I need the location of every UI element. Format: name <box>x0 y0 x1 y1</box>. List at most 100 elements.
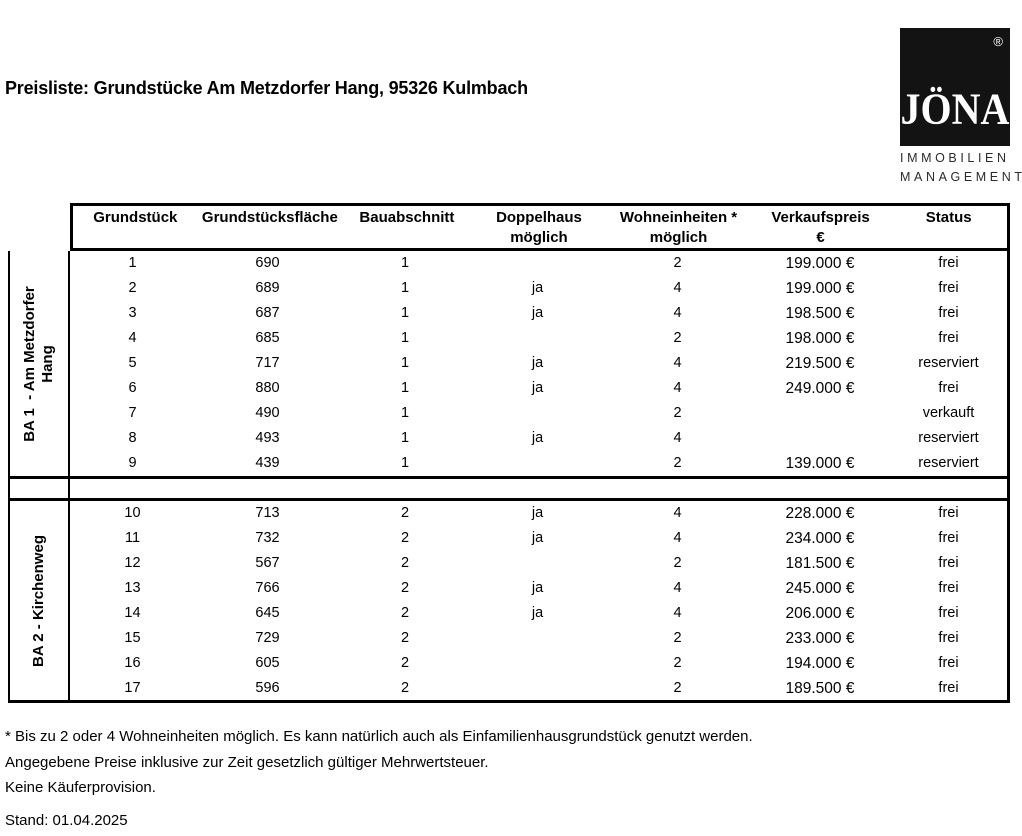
table-row: 11 732 2 ja 4 234.000 € frei <box>70 526 1007 551</box>
table-cell: 14 <box>124 605 141 621</box>
table-cell: 249.000 € <box>785 380 855 397</box>
table-cell: 1 <box>400 430 410 446</box>
table-cell: 4 <box>673 530 682 546</box>
table-row: 15 729 2 2 233.000 € frei <box>70 626 1007 651</box>
table-cell: 181.500 € <box>785 555 855 572</box>
table-cell: 2 <box>400 605 410 621</box>
table-cell: frei <box>938 305 959 321</box>
table-row: 5 717 1 ja 4 219.500 € reserviert <box>70 351 1007 376</box>
table-cell: 245.000 € <box>785 580 855 597</box>
table-cell: frei <box>938 255 959 271</box>
table-cell: 1 <box>400 305 410 321</box>
table-cell: 2 <box>673 405 682 421</box>
table-cell: 1 <box>400 380 410 396</box>
table-cell: frei <box>938 555 959 571</box>
table-cell: 1 <box>400 455 410 471</box>
table-cell: 198.000 € <box>785 330 855 347</box>
table-cell: 2 <box>400 555 410 571</box>
section-rows-ba2: 10 713 2 ja 4 228.000 € frei 11 732 2 ja 4 234.000 €… <box>70 501 1010 700</box>
table-cell: 2 <box>673 555 682 571</box>
table-cell: 439 <box>255 455 280 471</box>
table-cell: ja <box>531 505 544 521</box>
table-row: 17 596 2 2 189.500 € frei <box>70 676 1007 701</box>
footnote-line: Angegebene Preise inklusive zur Zeit ges… <box>5 753 489 771</box>
table-cell: reserviert <box>918 430 979 446</box>
table-cell: 729 <box>255 630 280 646</box>
table-cell: 6 <box>128 380 137 396</box>
column-header: Doppelhaus möglich <box>496 209 582 246</box>
section-separator <box>8 479 1010 501</box>
table-section-ba1: BA 1 - Am Metzdorfer Hang 1 690 1 2 199.000 … <box>8 251 1010 479</box>
section-label-cell-ba1: BA 1 - Am Metzdorfer Hang <box>8 251 70 476</box>
table-cell: 2 <box>673 255 682 271</box>
table-cell: 139.000 € <box>785 455 855 472</box>
table-cell: 8 <box>128 430 137 446</box>
table-cell: 493 <box>255 430 280 446</box>
footnote-line: * Bis zu 2 oder 4 Wohneinheiten möglich.… <box>5 728 753 745</box>
table-cell: reserviert <box>918 355 979 371</box>
table-cell: frei <box>938 655 959 671</box>
table-cell: 7 <box>128 405 137 421</box>
table-row: 4 685 1 2 198.000 € frei <box>70 326 1007 351</box>
table-cell: 198.500 € <box>785 305 855 322</box>
table-cell: 1 <box>400 405 410 421</box>
table-row: 12 567 2 2 181.500 € frei <box>70 551 1007 576</box>
table-cell: 4 <box>673 305 682 321</box>
footnote-line: Keine Käuferprovision. <box>5 779 156 796</box>
table-cell: 16 <box>124 655 141 671</box>
logo-box: ® JÖNA <box>900 28 1010 146</box>
section-rows-ba1: 1 690 1 2 199.000 € frei 2 689 1 ja 4 199.000 € frei… <box>70 251 1010 476</box>
table-row: 14 645 2 ja 4 206.000 € frei <box>70 601 1007 626</box>
section-label-ba1: BA 1 - Am Metzdorfer Hang <box>21 281 56 442</box>
table-row: 10 713 2 ja 4 228.000 € frei <box>70 501 1007 526</box>
table-cell: frei <box>938 580 959 596</box>
table-cell: 194.000 € <box>785 655 855 672</box>
table-cell: 206.000 € <box>785 605 855 622</box>
table-cell: 9 <box>128 455 137 471</box>
table-section-ba2: BA 2 - Kirchenweg 10 713 2 ja 4 228.000 € frei… <box>8 501 1010 703</box>
logo-subtitle-line2: MANAGEMENT <box>900 170 1022 184</box>
table-cell: 5 <box>128 355 137 371</box>
separator-body-cell <box>70 479 1010 498</box>
table-row: 16 605 2 2 194.000 € frei <box>70 651 1007 676</box>
table-row: 6 880 1 ja 4 249.000 € frei <box>70 376 1007 401</box>
table-cell: 2 <box>400 530 410 546</box>
column-header: Grundstücksfläche <box>201 209 338 226</box>
table-cell: frei <box>938 380 959 396</box>
column-header: Grundstück <box>93 209 178 226</box>
table-cell: 1 <box>400 280 410 296</box>
table-cell: frei <box>938 505 959 521</box>
logo-brand-text: JÖNA <box>900 83 1010 134</box>
table-cell: frei <box>938 530 959 546</box>
table-cell: 2 <box>400 580 410 596</box>
table-row: 8 493 1 ja 4 reserviert <box>70 426 1007 451</box>
section-label-cell-ba2: BA 2 - Kirchenweg <box>8 501 70 700</box>
table-cell: 2 <box>128 280 137 296</box>
table-cell: reserviert <box>918 455 979 471</box>
table-cell: 219.500 € <box>785 355 855 372</box>
table-row: 1 690 1 2 199.000 € frei <box>70 251 1007 276</box>
table-cell: 2 <box>400 680 410 696</box>
table-cell: 199.000 € <box>785 255 855 272</box>
table-cell: 2 <box>400 655 410 671</box>
table-cell: frei <box>938 280 959 296</box>
table-cell: 4 <box>673 580 682 596</box>
table-cell: 689 <box>255 280 280 296</box>
table-cell: verkauft <box>922 405 975 421</box>
table-cell: 13 <box>124 580 141 596</box>
table-header-row: Grundstück Grundstücksfläche Bauabschnitt D… <box>70 203 1010 251</box>
table-cell: 1 <box>400 330 410 346</box>
section-label-ba2: BA 2 - Kirchenweg <box>30 534 47 667</box>
table-cell: 2 <box>673 655 682 671</box>
column-header: Bauabschnitt <box>359 209 455 226</box>
table-cell: 234.000 € <box>785 530 855 547</box>
table-cell: 2 <box>400 630 410 646</box>
table-cell: frei <box>938 605 959 621</box>
table-cell: 233.000 € <box>785 630 855 647</box>
table-cell: 12 <box>124 555 141 571</box>
price-table: Grundstück Grundstücksfläche Bauabschnitt D… <box>8 203 1010 703</box>
table-cell: 567 <box>255 555 280 571</box>
table-cell: 690 <box>255 255 280 271</box>
table-row: 3 687 1 ja 4 198.500 € frei <box>70 301 1007 326</box>
